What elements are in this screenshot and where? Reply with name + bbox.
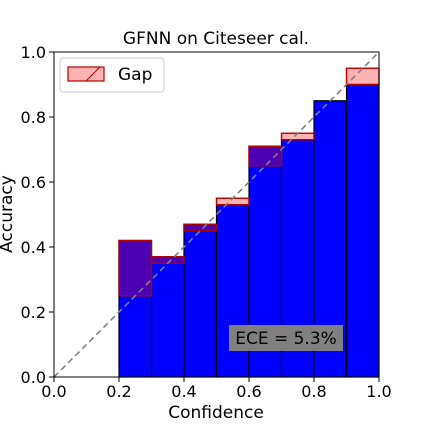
y-tick-label: 0.2 [21, 303, 46, 322]
chart-title: GFNN on Citeseer cal. [123, 29, 309, 49]
diagonal-line [53, 51, 380, 378]
ece-text: ECE = 5.3% [235, 329, 337, 349]
x-tick-label: 0.0 [41, 382, 66, 401]
ece-box [229, 325, 343, 351]
y-tick-label: 0.0 [21, 368, 46, 387]
y-tick-label: 1.0 [21, 43, 46, 62]
x-tick-label: 0.8 [301, 382, 326, 401]
x-tick-label: 0.6 [236, 382, 261, 401]
x-tick-label: 0.4 [171, 382, 196, 401]
gap-bar [345, 67, 380, 86]
x-tick-label: 0.2 [106, 382, 131, 401]
gap-bar [183, 223, 218, 232]
output-bar [345, 83, 380, 378]
y-tick-label: 0.4 [21, 238, 46, 257]
bars-layer [118, 83, 380, 378]
gap-bar [248, 145, 283, 167]
x-ticks: 0.0 0.2 0.4 0.6 0.8 1.0 [41, 377, 392, 401]
y-tick-label: 0.8 [21, 108, 46, 127]
ece-annotation: ECE = 5.3% [229, 325, 343, 351]
legend: Gap [59, 57, 165, 93]
x-axis-label: Confidence [168, 403, 264, 423]
gap-bar [118, 239, 153, 297]
legend-gap-label: Gap [118, 65, 152, 85]
output-bar [215, 204, 250, 378]
x-tick-label: 1.0 [366, 382, 391, 401]
y-tick-label: 0.6 [21, 173, 46, 192]
legend-gap-hatch [85, 66, 101, 82]
y-ticks: 0.0 0.2 0.4 0.6 0.8 1.0 [21, 43, 54, 387]
gap-layer [118, 67, 380, 297]
axes-frame [53, 51, 380, 378]
output-bar [183, 223, 218, 378]
y-axis-label: Accuracy [0, 175, 17, 253]
output-bar [118, 239, 153, 378]
